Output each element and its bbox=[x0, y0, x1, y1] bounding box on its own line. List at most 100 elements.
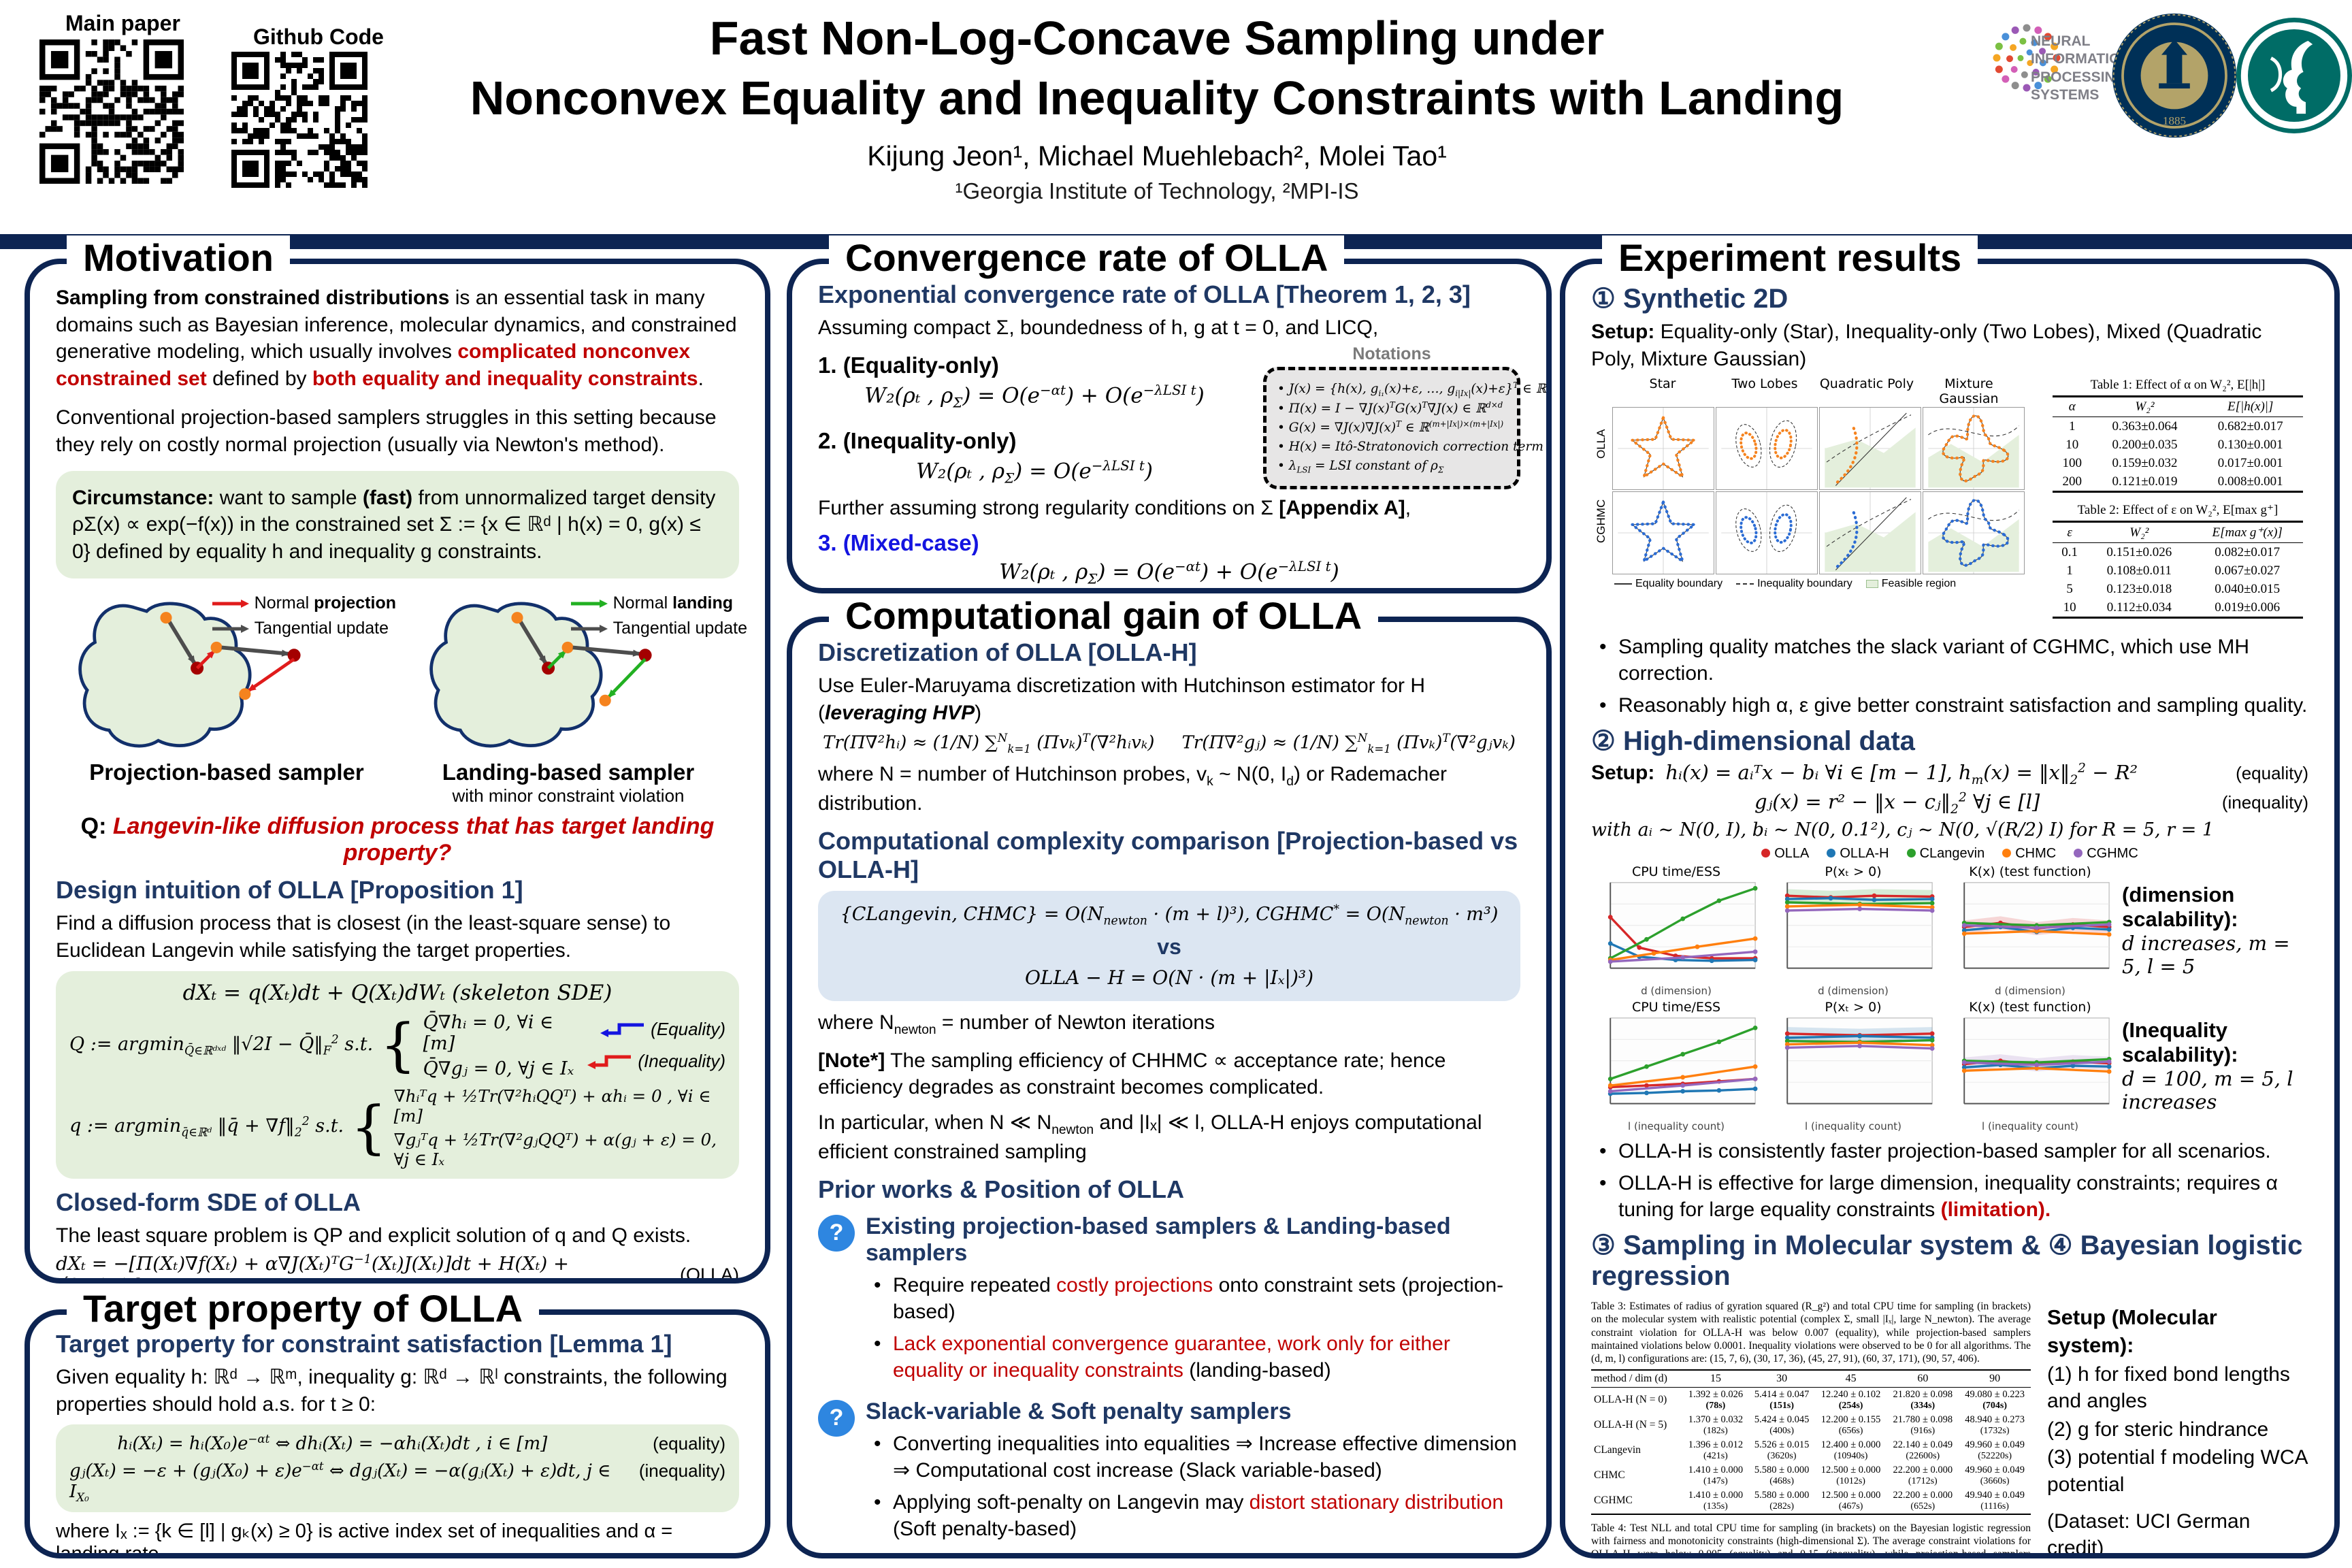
question-icon: ? bbox=[818, 1214, 855, 1252]
poster-title-line2: Nonconvex Equality and Inequality Constr… bbox=[470, 71, 1844, 125]
red-arrow-icon bbox=[587, 1055, 632, 1069]
table-cell: 21.780 ± 0.098 (916s) bbox=[1893, 1414, 1953, 1436]
chart-plot-icon bbox=[1607, 882, 1758, 969]
table-cell: 1.410 ± 0.000 (147s) bbox=[1688, 1464, 1744, 1486]
landing-caption: Landing-based sampler with minor constra… bbox=[397, 760, 739, 806]
theorem-heading: Exponential convergence rate of OLLA [Th… bbox=[818, 280, 1471, 308]
chart-xlabel: l (inequality count) bbox=[1628, 1120, 1725, 1132]
legend-dot-icon bbox=[1906, 848, 1916, 858]
inequality-property-equation: gⱼ(Xₜ) = −ε + (gⱼ(X₀) + ε)e−αt ⇔ dgⱼ(Xₜ)… bbox=[69, 1459, 611, 1504]
efficiency-note: In particular, when N ≪ Nnewton and |Iₓ|… bbox=[818, 1111, 1482, 1164]
table-caption: Table 4: Test NLL and total CPU time for… bbox=[1591, 1522, 2031, 1553]
notation-line: H(x) = Itô-Stratonovich correction term bbox=[1277, 438, 1544, 457]
annotation-body: d = 100, m = 5, l increases bbox=[2122, 1067, 2293, 1114]
design-intuition-body: Find a diffusion process that is closest… bbox=[56, 912, 671, 962]
table-header: W₂² bbox=[2091, 395, 2198, 418]
notation-line: J(x) = {h(x), gi₁(x)+ε, …, gi|Ix|(x)+ε}T… bbox=[1277, 380, 1546, 400]
figure-legend-item: Inequality boundary bbox=[1736, 578, 1852, 590]
molecular-setup-item: (2) g for steric hindrance bbox=[2047, 1418, 2269, 1441]
dimension-scalability-row: CPU time/ESS d (dimension) P(xₜ > 0) d (di… bbox=[1591, 864, 2308, 997]
lemma-heading: Target property for constraint satisfact… bbox=[56, 1330, 672, 1358]
table-cell: 49.960 ± 0.049 (52220s) bbox=[1965, 1439, 2025, 1461]
legend-normal-landing: Normal landing bbox=[612, 593, 734, 613]
equality-tag: (equality) bbox=[2236, 763, 2308, 784]
molecular-setup-item: (1) h for fixed bond lengths and angles bbox=[2047, 1362, 2290, 1413]
table-cell: 0.151±0.026 bbox=[2106, 544, 2172, 559]
high-dim-bullets: OLLA-H is consistently faster projection… bbox=[1591, 1138, 2308, 1223]
method-cell: CGHMC bbox=[1591, 1488, 1683, 1515]
chart-plot-icon bbox=[1784, 1017, 1935, 1105]
landing-sampler-figure: Normal landing Tangential update bbox=[407, 588, 749, 758]
table-header: α bbox=[2052, 395, 2092, 418]
setup-label: Setup: bbox=[1591, 762, 1655, 785]
Q-argmin-equation: Q := argminQ̄∈ℝᵈˣᵈ ‖√2I − Q̄‖F2 s.t. bbox=[69, 1032, 374, 1058]
table-cell: 5.424 ± 0.045 (400s) bbox=[1754, 1414, 1810, 1436]
scatter-panel-icon bbox=[1612, 407, 1714, 491]
poster-title-line1: Fast Non-Log-Concave Sampling under bbox=[709, 12, 1605, 65]
table-cell: 1 bbox=[2069, 419, 2076, 434]
landing-blob-icon bbox=[429, 602, 652, 748]
table-cell: 0.123±0.018 bbox=[2106, 581, 2172, 596]
group-body: Existing projection-based samplers & Lan… bbox=[866, 1213, 1520, 1389]
chart-title: P(xₜ > 0) bbox=[1825, 999, 1882, 1015]
table-cell: 1.370 ± 0.032 (182s) bbox=[1688, 1414, 1744, 1436]
circumstance-box: Circumstance: want to sample (fast) from… bbox=[56, 470, 739, 579]
table-row: 100 0.159±0.032 0.017±0.001 bbox=[2053, 454, 2304, 472]
diagram-captions: Projection-based sampler Landing-based s… bbox=[56, 760, 739, 806]
brace: { bbox=[380, 1011, 416, 1079]
olla-equation-tag: (OLLA) bbox=[679, 1264, 739, 1278]
equality-property-equation: hᵢ(Xₜ) = hᵢ(X₀)e−αt ⇔ dhᵢ(Xₜ) = −αhᵢ(Xₜ)… bbox=[117, 1433, 548, 1454]
landing-caption-text: Landing-based sampler bbox=[442, 760, 695, 785]
scatter-panel-icon bbox=[1819, 407, 1921, 491]
table-cell: 5.580 ± 0.000 (468s) bbox=[1754, 1464, 1810, 1486]
chart-plot-icon bbox=[1961, 882, 2112, 969]
legend-item: CLangevin bbox=[1906, 846, 1984, 862]
panel-row-label: OLLA bbox=[1595, 429, 1607, 459]
table-cell: 0.008±0.001 bbox=[2198, 472, 2304, 493]
chart-cpu-ess-dim: CPU time/ESS d (dimension) bbox=[1591, 864, 1761, 997]
table-header: 15 bbox=[1682, 1369, 1749, 1388]
chart-p-positive-dim: P(xₜ > 0) d (dimension) bbox=[1768, 864, 1938, 997]
motivation-paragraph-2: Conventional projection-based samplers s… bbox=[56, 406, 717, 456]
table-bayesian: Table 4: Test NLL and total CPU time for… bbox=[1591, 1522, 2031, 1553]
table-cell: 1 bbox=[2066, 563, 2073, 578]
table-cell: 0.121±0.019 bbox=[2091, 472, 2198, 493]
group-body: Slack-variable & Soft penalty samplers Co… bbox=[866, 1399, 1520, 1548]
panel-row: CGHMC bbox=[1591, 491, 2032, 575]
annotation-head: (dimension scalability): bbox=[2122, 883, 2238, 932]
target-property-title: Target property of OLLA bbox=[67, 1286, 540, 1330]
annotation-head: (Inequality scalability): bbox=[2122, 1018, 2238, 1067]
scatter-panel-icon bbox=[1716, 491, 1818, 575]
inequality-only-rate: W₂(ρₜ , ρΣ) = O(e−λLSI t) bbox=[916, 458, 1153, 487]
table-row: OLLA-H (N = 5) 1.370 ± 0.032 (182s) 5.424 ±… bbox=[1591, 1413, 2031, 1438]
table-header: ε bbox=[2052, 521, 2087, 544]
table-cell: 10 bbox=[2052, 598, 2087, 619]
panel-row: OLLA bbox=[1591, 406, 2032, 491]
landing-legend: Normal landing Tangential update bbox=[570, 593, 747, 644]
chart-xlabel: l (inequality count) bbox=[1982, 1120, 2078, 1132]
figure-legend-item: Feasible region bbox=[1865, 578, 1956, 590]
molecular-setup-heading: Setup (Molecular system): bbox=[2047, 1305, 2217, 1357]
table-cell: 5.580 ± 0.000 (282s) bbox=[1748, 1488, 1815, 1515]
prior-works-group: ? Existing projection-based samplers & La… bbox=[818, 1213, 1520, 1389]
molecular-setup-item: (3) potential f modeling WCA potential bbox=[2047, 1446, 2307, 1496]
table-header: 90 bbox=[1959, 1369, 2031, 1388]
group-bullet: Applying soft-penalty on Langevin may di… bbox=[866, 1489, 1520, 1542]
legend-normal-projection: Normal projection bbox=[254, 593, 396, 613]
qr-main-paper-label: Main paper bbox=[65, 11, 180, 35]
table-caption: Table 3: Estimates of radius of gyration… bbox=[1591, 1300, 2031, 1365]
equality-property-label: (equality) bbox=[653, 1433, 725, 1454]
inequality-scalability-row: CPU time/ESS l (inequality count) P(xₜ > … bbox=[1591, 1000, 2308, 1132]
affiliations: ¹Georgia Institute of Technology, ²MPI-I… bbox=[955, 178, 1359, 203]
table-cell: 0.067±0.027 bbox=[2215, 563, 2281, 578]
dimension-scalability-annotation: (dimension scalability): d increases, m … bbox=[2122, 883, 2308, 978]
chart-title: CPU time/ESS bbox=[1631, 864, 1721, 879]
landing-caption-sub: with minor constraint violation bbox=[452, 785, 685, 806]
scatter-panel-icon bbox=[1819, 491, 1921, 575]
mixed-case-label: 3. (Mixed-case) bbox=[818, 529, 979, 555]
vs-label: vs bbox=[1157, 934, 1181, 960]
svg-text:1885: 1885 bbox=[2163, 114, 2186, 127]
table-row: 10 0.112±0.034 0.019±0.006 bbox=[2052, 598, 2304, 619]
panel-grid: Star Two Lobes Quadratic Poly Mixture Gauss… bbox=[1591, 376, 2032, 628]
